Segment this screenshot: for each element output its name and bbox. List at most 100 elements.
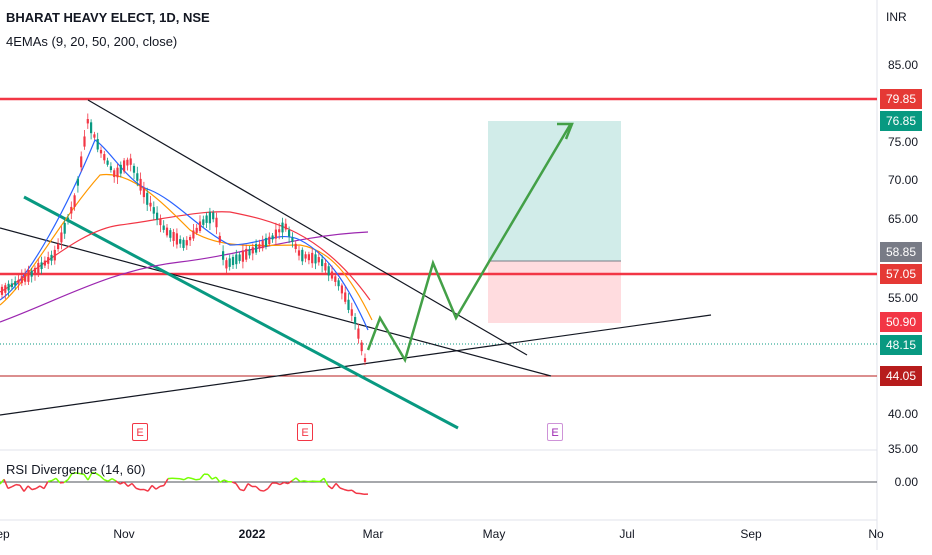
candle-body [70,207,72,214]
earnings-marker[interactable]: E [297,423,313,441]
candle-body [338,280,340,286]
candle-body [41,262,43,269]
rsi-segment [260,490,264,491]
candle-body [341,285,343,293]
rsi-segment [292,478,296,481]
candle-body [318,257,320,262]
candle-body [97,139,99,149]
candle-body [311,253,313,263]
candle-body [80,156,82,167]
candle-body [176,233,178,244]
time-axis-label: Jul [619,527,634,541]
candle-body [288,230,290,236]
candle-body [179,239,181,244]
rsi-segment [160,485,164,486]
stop-zone [488,261,621,323]
candle-body [130,158,132,164]
candle-body [21,276,23,283]
candle-body [258,244,260,248]
candle-body [173,232,175,241]
candle-body [255,244,257,253]
candle-body [189,237,191,240]
candle-body [47,257,49,264]
earnings-marker-upcoming[interactable]: E [547,423,563,441]
candle-body [31,271,33,277]
earnings-marker[interactable]: E [132,423,148,441]
candle-body [321,259,323,266]
candle-body [67,218,69,221]
candle-body [219,236,221,242]
candle-body [272,235,274,239]
price-axis-label: 40.00 [888,407,918,421]
candle-body [206,215,208,222]
candle-body [143,188,145,197]
candle-body [235,255,237,265]
candle-body [54,250,56,261]
candle-body [262,241,264,249]
candle-body [186,240,188,245]
indicator-legend[interactable]: 4EMAs (9, 20, 50, 200, close) [6,34,177,49]
candle-body [57,244,59,249]
candle-body [126,160,128,166]
candle-body [87,119,89,123]
rsi-legend[interactable]: RSI Divergence (14, 60) [6,462,145,477]
candle-body [268,237,270,244]
candle-body [14,281,16,285]
rsi-segment [148,485,152,491]
descending-trendline [88,100,527,355]
candle-body [110,166,112,170]
candle-body [163,226,165,230]
rsi-segment [360,493,364,494]
rsi-segment [300,481,304,482]
candle-body [8,284,10,291]
candle-body [212,213,214,220]
rsi-segment [296,478,300,482]
time-axis-label: Nov [113,527,134,541]
rsi-segment [344,489,348,490]
descending-trendline-2 [0,228,551,376]
rsi-segment [352,490,356,493]
candle-body [301,250,303,261]
rsi-segment [124,482,128,486]
candle-body [44,261,46,266]
rsi-segment [184,478,188,480]
target-zone [488,121,621,261]
rsi-segment [52,478,56,480]
candle-body [265,238,267,247]
candle-body [252,247,254,253]
rsi-segment [132,483,136,488]
candle-body [334,276,336,282]
rsi-segment [44,481,48,488]
candle-body [314,254,316,263]
currency-badge[interactable]: INR [886,10,907,24]
candle-body [146,193,148,205]
symbol-title[interactable]: BHARAT HEAVY ELECT, 1D, NSE [6,10,210,25]
candle-body [120,165,122,174]
candle-body [291,238,293,242]
candle-body [83,136,85,146]
candle-body [17,280,19,283]
candle-body [166,228,168,236]
rsi-segment [284,482,288,483]
candle-body [4,285,6,293]
candle-body [285,224,287,230]
rsi-segment [276,483,280,485]
candle-body [37,263,39,274]
price-axis-label: 55.00 [888,291,918,305]
price-tag: 50.90 [880,312,922,332]
rsi-segment [196,479,200,480]
candle-body [27,270,29,282]
time-axis-label: Mar [363,527,384,541]
candle-body [133,166,135,173]
candle-body [11,283,13,287]
candle-body [103,154,105,160]
rsi-segment [268,483,272,488]
rsi-segment [152,485,156,489]
rsi-segment [320,478,324,481]
candle-body [74,195,76,207]
time-axis-label: 2022 [239,527,266,541]
price-tag: 48.15 [880,335,922,355]
candle-body [229,258,231,266]
candle-body [281,223,283,233]
